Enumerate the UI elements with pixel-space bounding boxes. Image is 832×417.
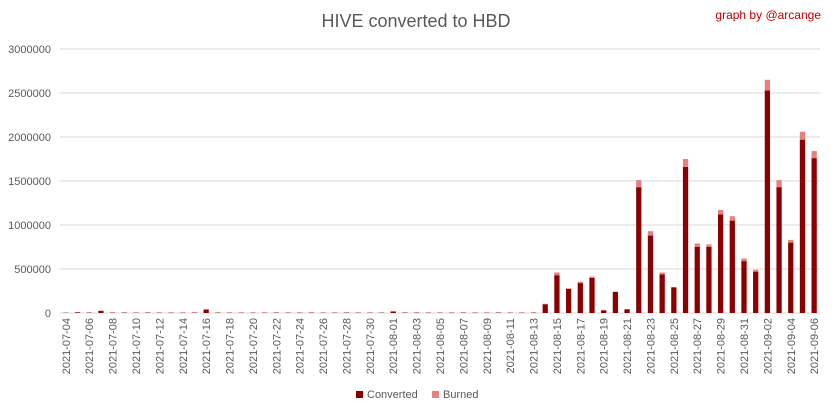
bar-converted: [694, 247, 700, 313]
bar-burned: [799, 131, 806, 140]
bar-burned: [554, 272, 560, 276]
x-tick-label: 2021-07-16: [201, 318, 213, 374]
bar-converted: [671, 287, 677, 313]
x-tick-label: 2021-09-06: [809, 318, 821, 374]
y-tick-label: 3000000: [8, 44, 51, 56]
x-tick-label: 2021-09-04: [786, 318, 798, 374]
x-tick-label: 2021-08-03: [412, 318, 424, 374]
x-tick-label: 2021-08-27: [692, 318, 704, 374]
x-tick-label: 2021-07-26: [318, 318, 330, 374]
bar-converted: [741, 261, 747, 313]
x-tick-label: 2021-09-02: [762, 318, 774, 374]
x-tick-label: 2021-07-08: [108, 318, 120, 374]
x-tick-label: 2021-08-25: [669, 318, 681, 374]
bar-burned: [636, 180, 642, 188]
bar-converted: [390, 311, 396, 313]
bar-converted: [682, 166, 689, 313]
bar-converted: [764, 90, 771, 313]
x-tick-label: 2021-08-01: [388, 318, 400, 374]
y-axis-ticks: 0 500000 1000000 1500000 2000000 2500000 30000…: [8, 44, 51, 320]
bar-converted: [612, 291, 619, 313]
x-tick-label: 2021-08-19: [599, 318, 611, 374]
bar-converted: [636, 187, 642, 313]
legend-swatch-burned: [432, 391, 439, 398]
x-tick-label: 2021-07-04: [61, 318, 73, 374]
x-tick-label: 2021-08-13: [529, 318, 541, 374]
bar-converted: [577, 283, 583, 313]
x-tick-label: 2021-07-12: [154, 318, 166, 374]
x-tick-label: 2021-08-29: [716, 318, 728, 374]
y-tick-label: 2000000: [8, 132, 51, 144]
bar-converted: [74, 312, 81, 313]
y-tick-label: 2500000: [8, 88, 51, 100]
bar-burned: [764, 79, 771, 91]
bar-converted: [659, 274, 665, 313]
x-tick-label: 2021-08-23: [645, 318, 657, 374]
bar-converted: [624, 309, 630, 313]
bar-converted: [788, 242, 794, 313]
bar-converted: [203, 309, 209, 313]
x-tick-label: 2021-07-10: [131, 318, 143, 374]
y-tick-label: 500000: [14, 264, 51, 276]
bar-converted: [589, 277, 595, 313]
credit-label: graph by @arcange: [715, 8, 821, 22]
bar-converted: [753, 271, 759, 313]
bar-converted: [542, 304, 548, 313]
bar-converted: [799, 139, 806, 313]
x-tick-label: 2021-08-09: [482, 318, 494, 374]
y-tick-label: 1000000: [8, 220, 51, 232]
bar-burned: [682, 159, 689, 167]
bar-burned: [647, 231, 654, 236]
bar-burned: [577, 281, 583, 284]
bar-burned: [741, 258, 747, 262]
x-tick-label: 2021-08-17: [575, 318, 587, 374]
x-tick-label: 2021-08-07: [458, 318, 470, 374]
bar-converted: [601, 310, 607, 313]
x-axis-ticks: 2021-07-04 2021-07-06 2021-07-08 2021-07-10…: [61, 318, 821, 374]
x-tick-label: 2021-07-30: [365, 318, 377, 374]
x-tick-label: 2021-08-31: [739, 318, 751, 374]
bar-converted: [565, 288, 572, 313]
bar-converted: [98, 310, 104, 313]
bar-burned: [717, 210, 724, 215]
bar-converted: [811, 158, 817, 313]
bar-burned: [589, 276, 595, 278]
x-tick-label: 2021-07-06: [84, 318, 96, 374]
x-tick-label: 2021-08-15: [552, 318, 564, 374]
legend-label-converted: Converted: [367, 389, 418, 401]
bar-converted: [717, 214, 724, 313]
x-tick-label: 2021-07-24: [295, 318, 307, 374]
x-tick-label: 2021-07-28: [341, 318, 353, 374]
bar-converted: [729, 220, 735, 313]
bar-burned: [659, 272, 665, 275]
y-tick-label: 1500000: [8, 176, 51, 188]
x-tick-label: 2021-07-14: [178, 318, 190, 374]
x-tick-label: 2021-07-22: [271, 318, 283, 374]
chart-title: HIVE converted to HBD: [321, 11, 510, 31]
bar-burned: [753, 269, 759, 272]
legend: Converted Burned: [356, 389, 478, 401]
gridlines: [60, 48, 820, 314]
bar-converted: [554, 275, 560, 313]
x-tick-label: 2021-07-18: [225, 318, 237, 374]
x-tick-label: 2021-07-20: [248, 318, 260, 374]
bar-converted: [776, 187, 782, 313]
x-tick-label: 2021-08-11: [505, 318, 517, 373]
bar-burned: [788, 239, 794, 243]
bar-burned: [729, 216, 735, 221]
bar-burned: [776, 180, 782, 188]
bar-burned: [811, 151, 817, 159]
bar-converted: [647, 235, 654, 313]
legend-swatch-converted: [356, 391, 363, 398]
y-tick-label: 0: [45, 308, 51, 320]
bar-burned: [706, 244, 712, 247]
legend-label-burned: Burned: [443, 389, 478, 401]
x-tick-label: 2021-08-05: [435, 318, 447, 374]
x-tick-label: 2021-08-21: [622, 318, 634, 374]
bar-converted: [706, 247, 712, 313]
bar-burned: [694, 243, 700, 247]
bars: [63, 79, 817, 313]
